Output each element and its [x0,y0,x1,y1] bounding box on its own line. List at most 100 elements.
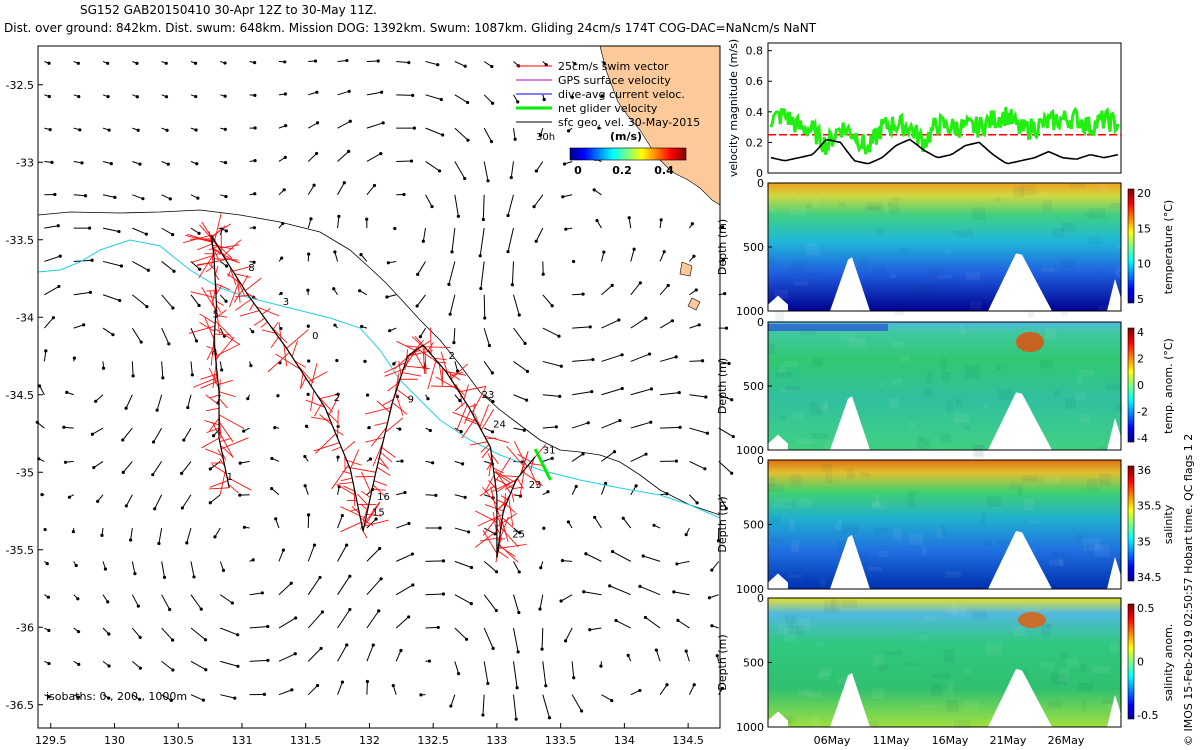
map-xtick-label: 134 [614,734,635,747]
geo-vector-head [304,424,309,428]
dive-label: 7 [218,227,224,238]
geo-vector [689,460,706,470]
geo-vector-head [704,395,708,399]
geo-vector-head [490,101,495,105]
geo-vector-head [185,541,189,545]
section-texture [806,203,812,209]
geo-vector-head [161,376,165,380]
geo-vector-head [593,515,597,519]
geo-vector-head [558,394,562,398]
anomaly-cold-band [768,324,888,331]
geo-vector [190,327,197,342]
section-texture [874,494,879,506]
geo-vector-head [428,428,432,433]
geo-vector-head [151,473,155,477]
geo-vector-head [479,286,483,291]
geo-vector-head [246,397,250,401]
section-texture [1106,703,1114,709]
geo-vector-head [684,649,688,653]
section-texture [1058,558,1063,566]
section-texture [824,399,829,408]
geo-vector-head [407,521,411,526]
swim-vector [384,362,406,374]
section-texture [1102,700,1116,704]
swim-vector [506,445,526,469]
map-xtick-label: 131 [231,734,252,747]
map-ytick-label: -33.5 [6,234,34,247]
geo-vector [181,494,192,509]
geo-vector [454,361,459,372]
geo-vector [718,461,733,474]
geo-vector-head [544,684,548,688]
geo-vector [187,394,192,408]
geo-vector-head [193,61,198,65]
geo-vector [307,153,317,162]
section-texture [871,503,881,508]
swim-vector [493,471,512,484]
section-field [768,598,1121,727]
geo-vector [334,251,339,262]
swim-vector [205,407,220,412]
swim-vector [209,417,220,432]
swim-vector [411,336,423,347]
geo-vector-head [540,647,544,651]
section-panel-0: 0 500 1000 Depth (m) 20 15 10 5 temperature (°C) [716,177,1175,322]
geo-vector [542,327,560,337]
geo-vector-head [303,484,307,488]
section-texture [846,468,855,479]
vel-ytick-label: 0.4 [746,106,764,119]
swim-vector [313,402,323,417]
geo-vector [366,610,380,629]
geo-vector-head [621,516,625,520]
swim-vector [229,280,240,308]
geo-vector [307,685,318,696]
section-texture [908,534,924,546]
swim-vector [440,351,448,375]
geo-vector [601,420,621,429]
geo-vector-head [599,664,603,668]
swim-vector [508,497,514,527]
swim-vector [458,385,487,393]
geo-vector [102,260,122,267]
geo-vector-head [690,222,694,226]
geo-vector [152,461,163,475]
geo-vector-head [253,126,257,130]
anomaly-hotspot [1018,612,1046,628]
swim-vector [372,488,386,491]
geo-vector-head [662,250,666,254]
geo-vector-head [494,570,499,574]
section-texture [1042,200,1052,212]
geo-vector [655,649,661,662]
geo-vector-head [47,661,51,666]
section-texture [955,398,962,408]
geo-vector-head [612,450,617,454]
geo-vector-head [223,94,227,98]
geo-vector [366,185,375,196]
section-texture [778,415,786,420]
geo-vector-head [44,349,48,353]
geo-vector [220,694,235,699]
geo-vector-head [439,97,443,102]
geo-vector [718,394,732,401]
section-ylabel: Depth (m) [716,219,729,275]
geo-vector [483,394,494,402]
geo-vector-head [490,371,494,375]
geo-vector-head [192,575,196,579]
geo-vector-head [723,292,727,296]
swim-vector [218,414,245,429]
section-texture [1106,569,1113,575]
geo-vector [454,527,469,533]
geo-vector-head [490,430,495,434]
geo-vector [275,518,280,529]
swim-vector [223,239,242,257]
map-ytick-label: -35.5 [6,544,34,557]
geo-vector-head [306,392,310,397]
geo-vector-head [211,434,216,438]
geo-vector-head [90,258,94,262]
geo-vector-head [57,284,61,289]
section-texture [770,516,782,524]
geo-vector-head [421,239,425,243]
geo-vector [512,627,519,652]
section-texture [1086,478,1098,492]
